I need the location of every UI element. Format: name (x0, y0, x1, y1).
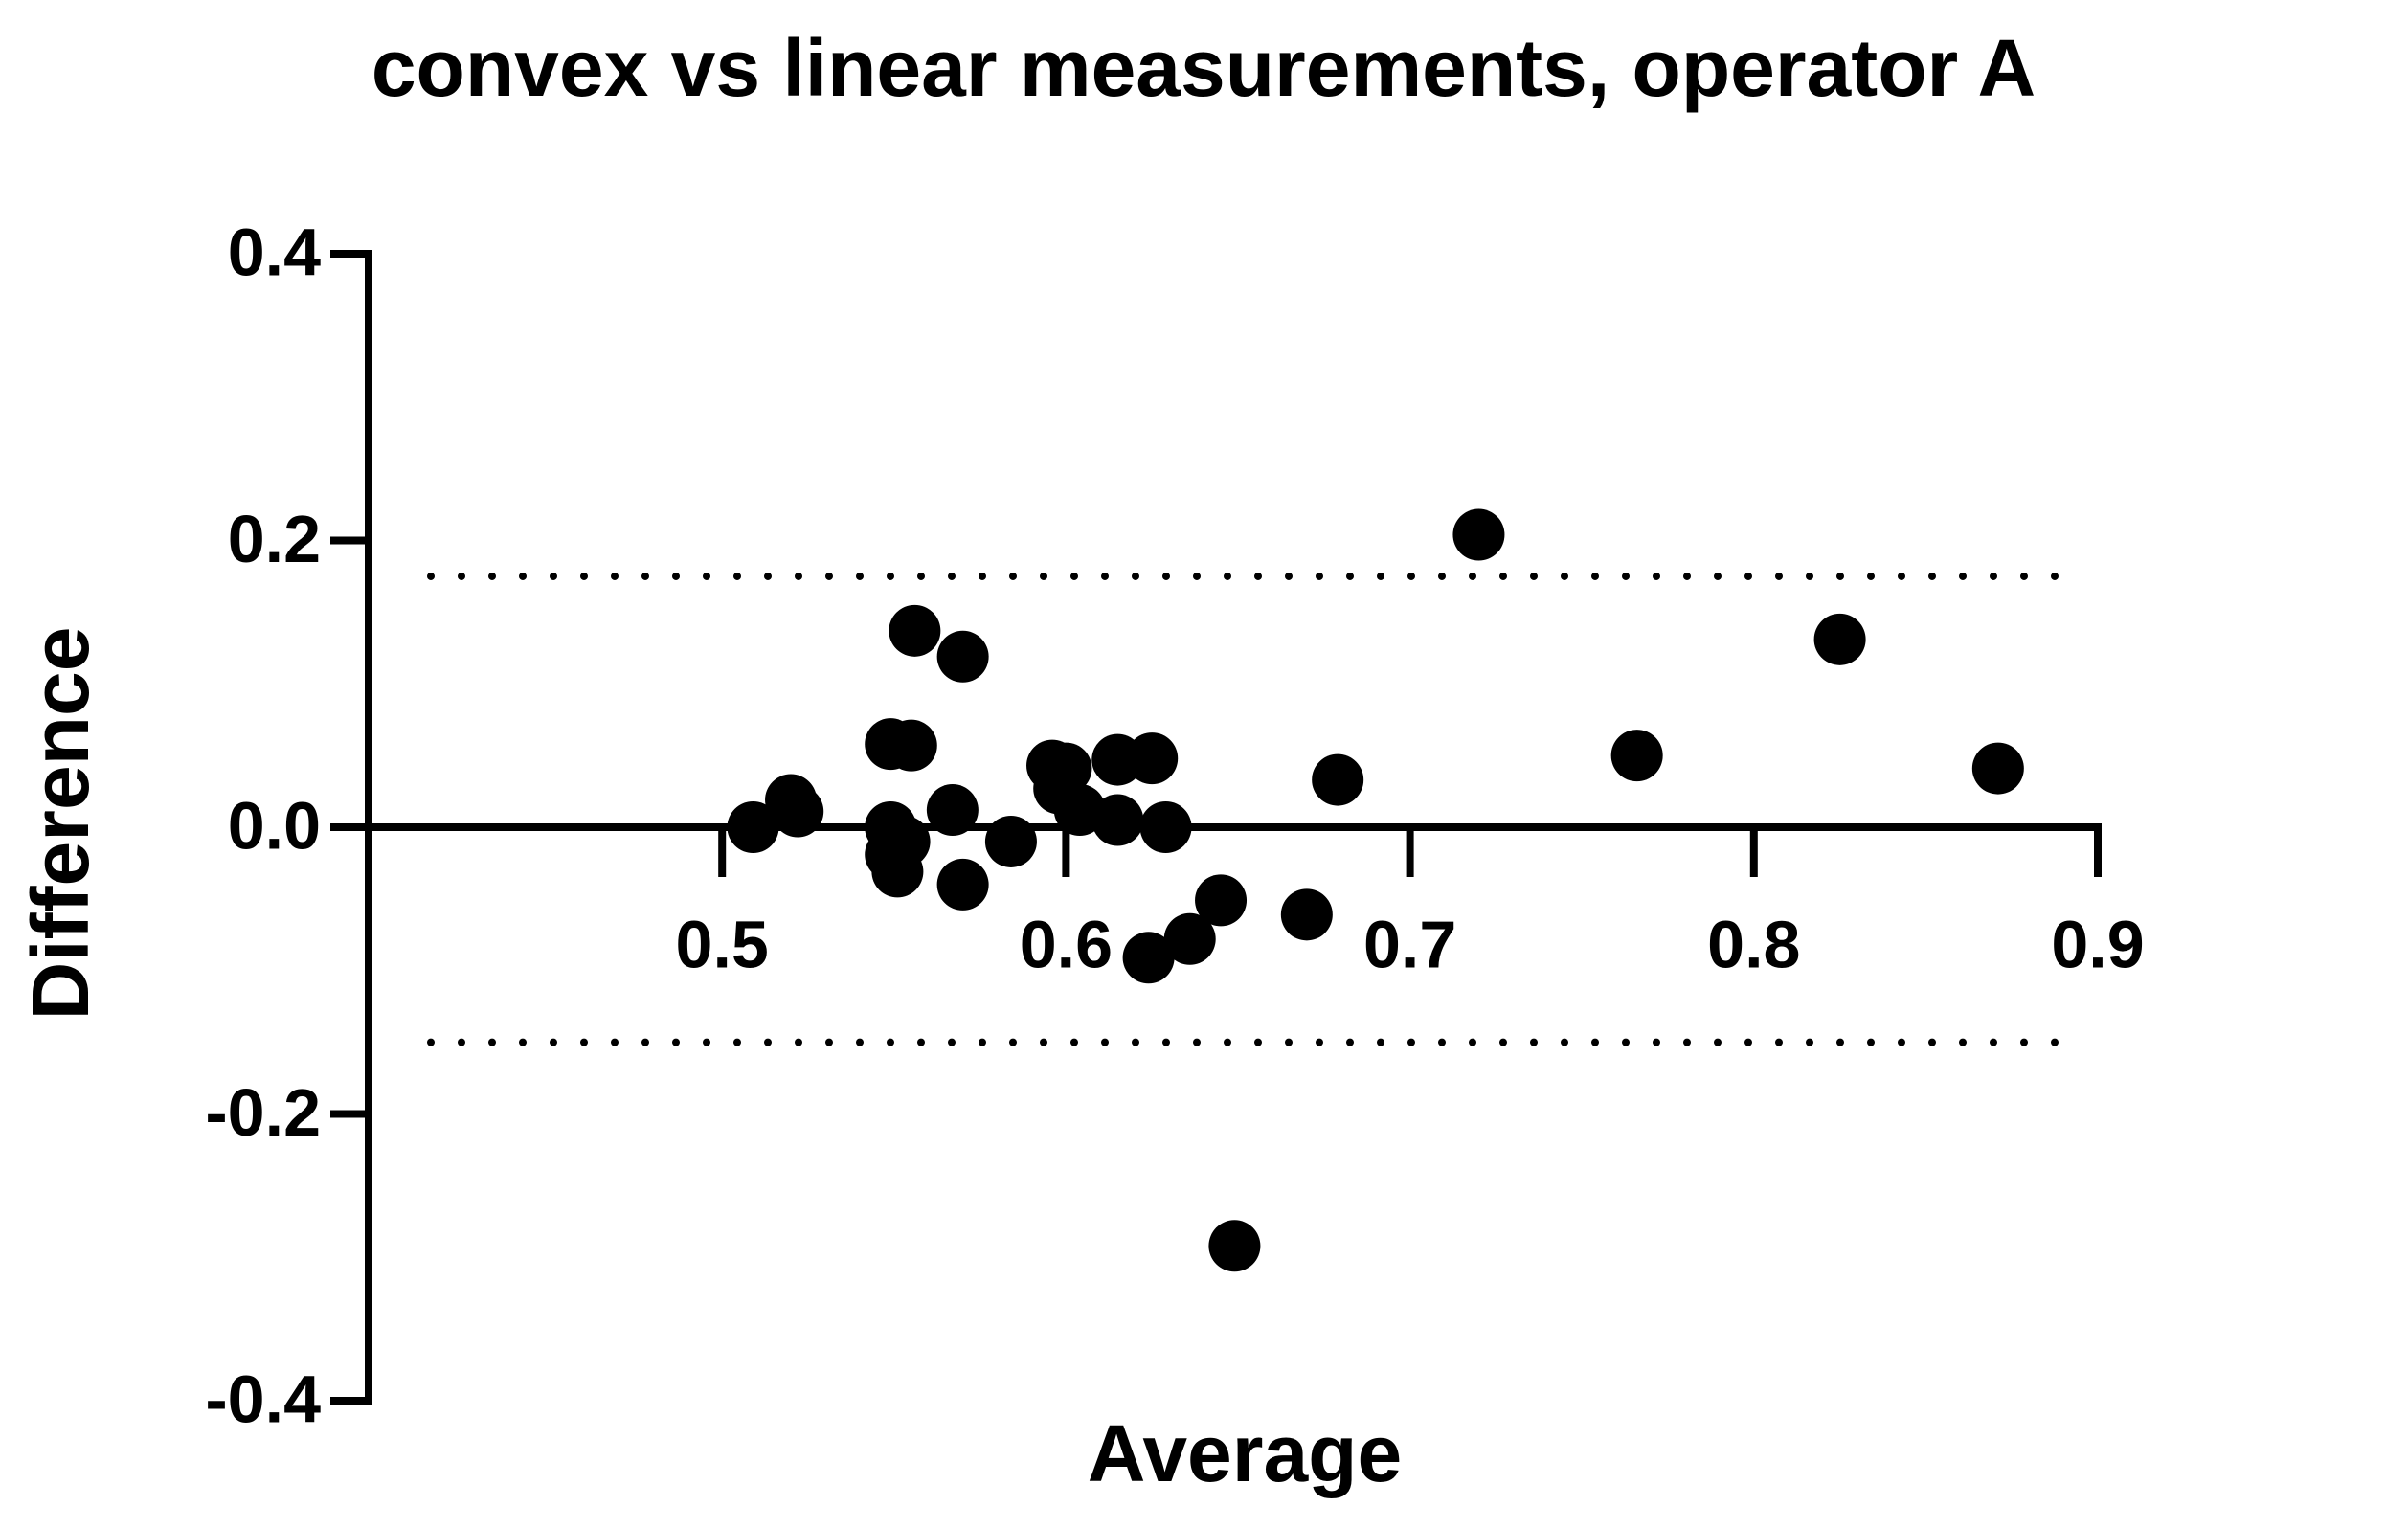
y-tick-label: 0.2 (228, 502, 321, 576)
data-point (885, 719, 937, 772)
chart-title: convex vs linear measurements, operator … (371, 23, 2036, 113)
x-axis-label: Average (1088, 1408, 1402, 1498)
x-tick-label: 0.6 (1020, 907, 1113, 981)
data-point (1280, 888, 1333, 941)
y-tick-label: 0.0 (228, 788, 321, 863)
data-point (926, 784, 979, 837)
data-point (1139, 801, 1192, 853)
data-point (889, 604, 941, 657)
data-point (1163, 912, 1216, 965)
data-point (936, 858, 989, 911)
y-tick-label: -0.2 (205, 1075, 321, 1150)
x-tick-label: 0.7 (1363, 907, 1456, 981)
data-point (984, 815, 1037, 867)
y-tick-label: 0.4 (228, 214, 321, 289)
data-point (1195, 874, 1248, 927)
data-point (1312, 753, 1364, 806)
data-point (1126, 732, 1179, 785)
data-point (936, 630, 989, 683)
data-point (727, 801, 779, 853)
data-point (871, 845, 924, 898)
data-point (1971, 742, 2024, 795)
y-axis-label: Difference (15, 627, 105, 1021)
x-tick-label: 0.5 (676, 907, 769, 981)
x-tick-label: 0.8 (1707, 907, 1800, 981)
data-point (1208, 1220, 1261, 1272)
data-point (1813, 613, 1866, 665)
data-point (772, 785, 824, 838)
y-tick-label: -0.4 (205, 1361, 321, 1436)
data-point (1091, 794, 1144, 846)
data-point (1452, 508, 1505, 561)
data-point (1122, 932, 1175, 984)
x-tick-label: 0.9 (2051, 907, 2144, 981)
data-point (1610, 730, 1663, 782)
